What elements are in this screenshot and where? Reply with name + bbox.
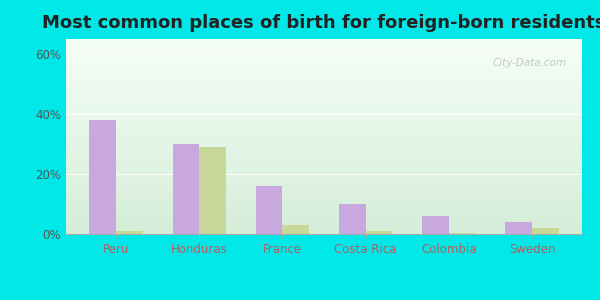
Bar [532, 228, 559, 234]
Bar [89, 120, 116, 234]
Bar [256, 186, 283, 234]
Bar [339, 204, 365, 234]
Bar [116, 231, 143, 234]
Bar [505, 222, 532, 234]
Text: City-Data.com: City-Data.com [493, 58, 566, 68]
Bar [449, 232, 475, 234]
Bar [199, 147, 226, 234]
Bar [173, 144, 199, 234]
Bar [365, 231, 392, 234]
Bar [422, 216, 449, 234]
Title: Most common places of birth for foreign-born residents: Most common places of birth for foreign-… [43, 14, 600, 32]
Bar [283, 225, 309, 234]
